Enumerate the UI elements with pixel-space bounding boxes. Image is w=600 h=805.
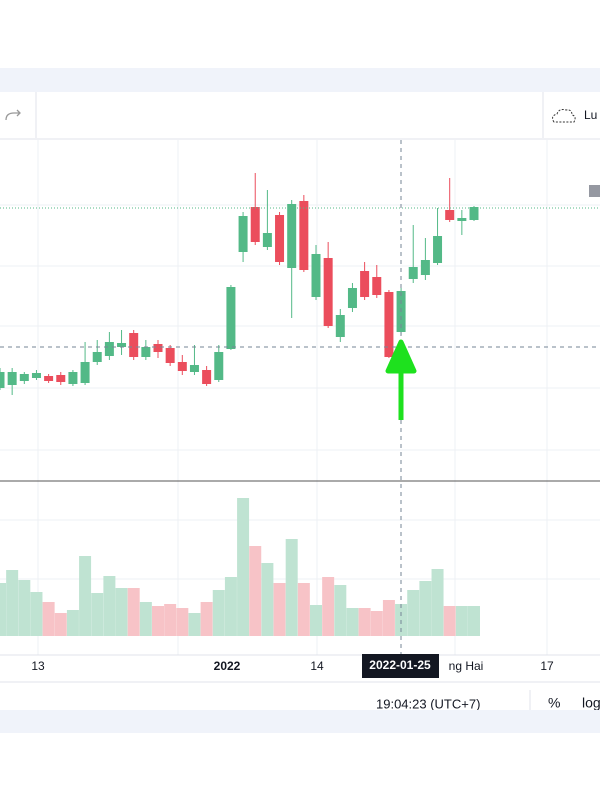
candle-body bbox=[287, 204, 297, 268]
candle-body bbox=[80, 362, 90, 383]
x-tick-label: 17 bbox=[540, 659, 554, 673]
candle-body bbox=[141, 347, 151, 357]
volume-bar bbox=[370, 611, 383, 636]
volume-bar bbox=[334, 585, 347, 636]
candle-body bbox=[189, 365, 199, 372]
volume-bar bbox=[431, 569, 444, 636]
candle-body bbox=[250, 207, 260, 242]
candle-body bbox=[117, 343, 127, 347]
cloud-icon[interactable] bbox=[552, 109, 576, 123]
candle-body bbox=[408, 267, 418, 279]
volume-bar bbox=[66, 610, 79, 636]
x-tick-label: 14 bbox=[310, 659, 324, 673]
candle-body bbox=[335, 315, 345, 337]
volume-bar bbox=[176, 608, 189, 636]
volume-bar bbox=[310, 605, 322, 636]
volume-bar bbox=[127, 588, 140, 636]
volume-bar bbox=[152, 606, 164, 636]
volume-bar bbox=[285, 539, 298, 636]
candle-body bbox=[0, 372, 5, 388]
bottom-bar bbox=[0, 710, 600, 733]
candle-body bbox=[445, 210, 455, 220]
top-bar bbox=[0, 68, 600, 92]
candle-body bbox=[262, 233, 272, 247]
candle-body bbox=[372, 277, 382, 295]
volume-bar bbox=[322, 577, 335, 636]
redo-button[interactable] bbox=[5, 109, 21, 121]
candle-body bbox=[31, 373, 41, 378]
candle-body bbox=[238, 216, 248, 252]
volume-bar bbox=[18, 580, 31, 636]
volume-bar bbox=[42, 602, 55, 636]
volume-bar bbox=[91, 593, 104, 636]
candle-body bbox=[299, 201, 309, 270]
candle-body bbox=[384, 292, 394, 357]
x-tick-label: 2022 bbox=[214, 659, 241, 673]
candle-body bbox=[7, 372, 17, 385]
candle-body bbox=[44, 376, 54, 381]
volume-bar bbox=[419, 581, 432, 636]
toolbar bbox=[0, 92, 600, 138]
candle-body bbox=[420, 260, 430, 275]
volume-bar bbox=[455, 606, 468, 636]
time-axis: 13 2022 14 ng Hai 17 bbox=[31, 659, 554, 673]
log-toggle[interactable]: log bbox=[582, 695, 600, 711]
crosshair-date-box bbox=[362, 654, 439, 678]
candle-body bbox=[68, 372, 78, 384]
volume-bar bbox=[212, 590, 225, 636]
volume-bar bbox=[468, 606, 480, 636]
volume-bar bbox=[249, 546, 262, 636]
candle-body bbox=[129, 333, 139, 357]
volume-bar bbox=[0, 583, 6, 636]
cloud-label[interactable]: Lu bbox=[584, 108, 597, 122]
volume-bar bbox=[346, 608, 359, 636]
volume-bar bbox=[297, 583, 310, 636]
volume-bar bbox=[164, 604, 177, 636]
plot bbox=[0, 173, 480, 636]
volume-bar bbox=[200, 602, 213, 636]
percent-toggle[interactable]: % bbox=[548, 695, 560, 711]
volume-bar bbox=[115, 588, 128, 636]
volume-bar bbox=[224, 577, 237, 636]
candle-body bbox=[226, 287, 236, 349]
candle-body bbox=[347, 288, 357, 308]
volume-bar bbox=[273, 583, 286, 636]
candle-body bbox=[457, 218, 467, 221]
volume-bar bbox=[103, 576, 116, 636]
clock: 19:04:23 (UTC+7) bbox=[376, 696, 480, 711]
candle-body bbox=[275, 215, 285, 262]
volume-bar bbox=[30, 592, 43, 636]
volume-bar bbox=[261, 563, 274, 636]
candle-body bbox=[214, 352, 224, 380]
candle-body bbox=[153, 344, 163, 352]
candle-body bbox=[56, 375, 66, 382]
volume-bar bbox=[139, 602, 152, 636]
candle-body bbox=[433, 236, 443, 263]
candle-body bbox=[19, 374, 29, 381]
candle-body bbox=[202, 370, 212, 384]
candle-body bbox=[360, 271, 370, 297]
candle-body bbox=[177, 362, 187, 371]
x-tick-label: 13 bbox=[31, 659, 45, 673]
volume-bar bbox=[237, 498, 250, 636]
volume-bar bbox=[6, 570, 19, 636]
candle-body bbox=[92, 352, 102, 362]
volume-bar bbox=[358, 608, 371, 636]
candle-body bbox=[311, 254, 321, 297]
candle-body bbox=[165, 348, 175, 363]
annotation-arrow bbox=[385, 339, 417, 420]
price-marker bbox=[589, 185, 600, 197]
volume-bar bbox=[54, 613, 67, 636]
candle-body bbox=[104, 342, 114, 356]
crosshair-date: 2022-01-25 bbox=[369, 658, 431, 672]
volume-bar bbox=[407, 590, 420, 636]
volume-bar bbox=[443, 606, 456, 636]
candle-body bbox=[323, 258, 333, 326]
volume-bar bbox=[188, 613, 201, 636]
x-tick-label: ng Hai bbox=[449, 659, 484, 673]
candle-body bbox=[469, 207, 479, 220]
volume-bar bbox=[382, 600, 395, 636]
volume-bar bbox=[79, 556, 92, 636]
